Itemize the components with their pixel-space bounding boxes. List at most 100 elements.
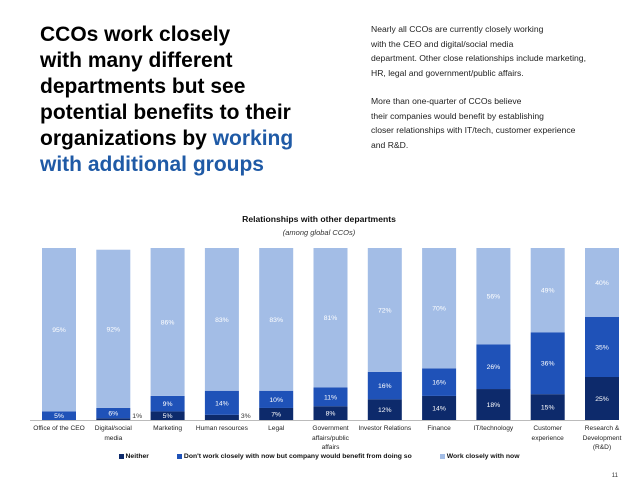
bar-benefit-8 [476, 344, 511, 390]
data-label-benefit-10: 35% [595, 344, 609, 351]
bar-work-closely-8 [476, 248, 511, 345]
legend-swatch-work-closely [439, 454, 445, 459]
data-label-benefit-8: 26% [487, 364, 501, 371]
summary-p2-line-1: More than one-quarter of CCOs believe [371, 96, 522, 106]
data-label-work-closely-4: 83% [269, 317, 283, 324]
bar-work-closely-1 [96, 249, 131, 408]
data-label-work-closely-0: 95% [52, 327, 66, 334]
legend-label-benefit: Don't work closely with now but company … [183, 453, 412, 460]
data-label-work-closely-9: 49% [541, 288, 555, 295]
bar-neither-8 [476, 389, 511, 420]
page-number: 11 [611, 473, 618, 479]
bar-neither-10 [585, 377, 619, 420]
data-label-neither-4: 7% [271, 411, 281, 418]
bar-benefit-6 [367, 371, 402, 400]
data-label-work-closely-10: 40% [595, 280, 609, 287]
data-label-work-closely-1: 92% [106, 326, 120, 333]
category-label-5: Government affairs/public affairs [312, 425, 349, 451]
bar-benefit-5 [313, 387, 348, 407]
chart-legend: Neither Don't work closely with now but … [0, 453, 638, 460]
bar-benefit-0 [42, 411, 76, 420]
summary-text: Nearly all CCOs are currently closely wo… [371, 22, 633, 166]
data-label-neither-8: 18% [487, 402, 501, 409]
category-label-10: Research & Development (R&D) [582, 425, 622, 451]
headline-line-3: departments but see [40, 75, 246, 98]
data-label-neither-2: 5% [163, 413, 173, 420]
bar-work-closely-9 [530, 248, 565, 333]
bar-neither-2 [150, 411, 185, 420]
summary-paragraph-2: More than one-quarter of CCOs believe th… [371, 94, 633, 152]
headline-line-2: with many different [40, 49, 233, 72]
data-label-neither-10: 25% [595, 396, 609, 403]
category-label-1: Digital/social media [94, 425, 132, 442]
category-label-9: Customer experience [531, 425, 564, 442]
headline-line-5: organizations by [40, 127, 213, 150]
data-label-neither-6: 12% [378, 407, 392, 414]
data-label-benefit-2: 9% [163, 401, 173, 408]
category-label-2: Marketing [153, 425, 183, 432]
category-label-7: Finance [427, 425, 451, 432]
bar-benefit-7 [422, 368, 457, 396]
bar-neither-4 [259, 407, 294, 420]
bar-neither-7 [422, 395, 457, 420]
data-label-benefit-9: 36% [541, 361, 555, 368]
bar-work-closely-7 [422, 248, 457, 369]
bar-neither-6 [367, 399, 402, 420]
data-label-neither-3: 3% [241, 413, 251, 420]
legend-item-benefit: Don't work closely with now but company … [176, 453, 412, 460]
category-label-4: Legal [268, 425, 285, 432]
category-label-3: Human resources [195, 425, 248, 432]
data-label-benefit-4: 10% [269, 397, 283, 404]
category-label-0: Office of the CEO [33, 425, 85, 432]
legend-label-work-closely: Work closely with now [446, 453, 520, 460]
category-label-6: Investor Relations [358, 425, 412, 432]
summary-p2-line-2: their companies would benefit by establi… [371, 110, 544, 121]
legend-swatch-benefit [176, 454, 182, 459]
bar-neither-9 [530, 394, 565, 420]
headline-line-4: potential benefits to their [40, 101, 291, 124]
bar-benefit-2 [150, 395, 185, 412]
bar-neither-1 [96, 418, 131, 420]
data-label-neither-9: 15% [541, 405, 555, 412]
bar-benefit-1 [96, 407, 131, 419]
bar-benefit-4 [259, 390, 294, 408]
data-label-benefit-0: 5% [54, 413, 64, 420]
data-label-work-closely-2: 86% [161, 319, 175, 326]
legend-item-neither: Neither [118, 453, 149, 460]
bar-neither-5 [313, 406, 348, 420]
chart-subtitle: (among global CCOs) [282, 228, 356, 237]
data-label-benefit-5: 11% [324, 394, 337, 401]
headline-line-1: CCOs work closely [40, 23, 231, 46]
summary-p1-line-3: department. Other close relationships in… [371, 53, 586, 63]
data-label-neither-1: 1% [132, 413, 142, 420]
data-label-benefit-1: 6% [108, 411, 118, 418]
legend-item-work-closely: Work closely with now [439, 453, 520, 460]
summary-p2-line-3: closer relationships with IT/tech, custo… [371, 125, 576, 135]
bar-benefit-10 [585, 316, 619, 377]
bar-benefit-3 [204, 390, 239, 415]
summary-p1-line-4: HR, legal and government/public affairs. [371, 67, 524, 78]
data-label-benefit-3: 14% [215, 400, 229, 407]
data-label-work-closely-6: 72% [378, 307, 392, 314]
bar-work-closely-4 [259, 248, 294, 391]
summary-p1-line-2: with the CEO and digital/social media [371, 38, 514, 49]
data-label-neither-5: 8% [326, 411, 336, 418]
bar-work-closely-0 [42, 248, 76, 412]
bar-benefit-9 [530, 332, 565, 395]
chart-title: Relationships with other departments [242, 214, 396, 224]
bar-work-closely-2 [150, 248, 185, 396]
headline: CCOs work closely with many different de… [40, 22, 360, 178]
bar-work-closely-5 [313, 248, 348, 388]
category-label-8: IT/technology [473, 425, 514, 432]
legend-swatch-neither [118, 454, 124, 459]
bar-work-closely-10 [585, 248, 619, 317]
summary-p2-line-4: and R&D. [371, 139, 409, 150]
legend-label-neither: Neither [125, 453, 149, 460]
summary-p1-line-1: Nearly all CCOs are currently closely wo… [371, 24, 544, 34]
data-label-benefit-7: 16% [432, 380, 446, 387]
data-label-work-closely-8: 56% [487, 294, 501, 301]
data-label-neither-7: 14% [432, 405, 446, 412]
data-label-work-closely-7: 70% [432, 306, 446, 313]
bar-work-closely-3 [204, 248, 239, 391]
